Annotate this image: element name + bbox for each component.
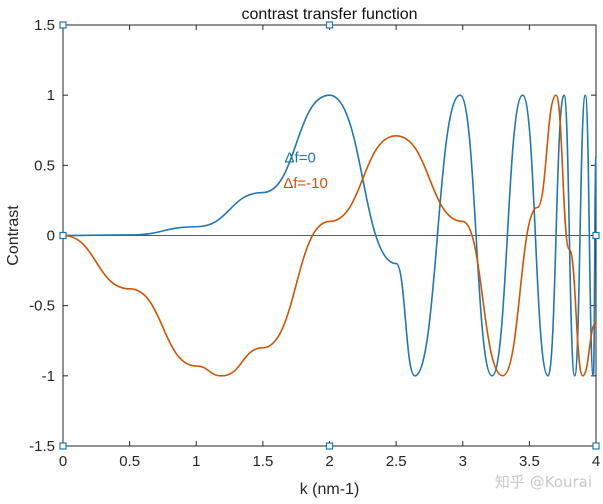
y-axis-label: Contrast <box>5 205 22 266</box>
y-tick-label: -0.5 <box>29 298 55 315</box>
y-tick-label: 0.5 <box>34 157 55 174</box>
axis-handle <box>59 21 67 29</box>
x-tick-label: 1.5 <box>252 453 273 470</box>
series-line-1 <box>62 94 597 377</box>
axis-handle <box>59 442 67 450</box>
axis-handle <box>592 231 600 240</box>
x-tick-label: 0.5 <box>119 453 140 470</box>
x-tick-label: 3 <box>459 453 467 470</box>
annotation-df-10: Δf=-10 <box>283 175 328 192</box>
x-tick-label: 4 <box>592 453 600 470</box>
x-tick-label: 3.5 <box>519 453 540 470</box>
y-tick-label: -1.5 <box>29 438 55 455</box>
x-tick-label: 2 <box>325 453 333 470</box>
x-tick-label: 2.5 <box>386 453 407 470</box>
axis-handle <box>325 442 334 450</box>
y-tick-label: 0 <box>47 228 55 245</box>
x-tick-label: 0 <box>59 453 67 470</box>
y-tick-label: 1 <box>47 87 55 104</box>
chart-title: contrast transfer function <box>241 6 417 23</box>
x-tick-label: 1 <box>192 453 200 470</box>
x-axis-label: k (nm-1) <box>300 481 360 498</box>
annotation-df0: Δf=0 <box>285 150 316 167</box>
y-tick-label: 1.5 <box>34 17 55 34</box>
axis-handle <box>59 231 67 240</box>
series-line-0 <box>62 94 597 377</box>
y-tick-label: -1 <box>42 368 55 385</box>
axis-handle <box>325 21 334 29</box>
watermark: 知乎 @Kourai <box>495 473 592 491</box>
axis-handle <box>592 442 600 450</box>
